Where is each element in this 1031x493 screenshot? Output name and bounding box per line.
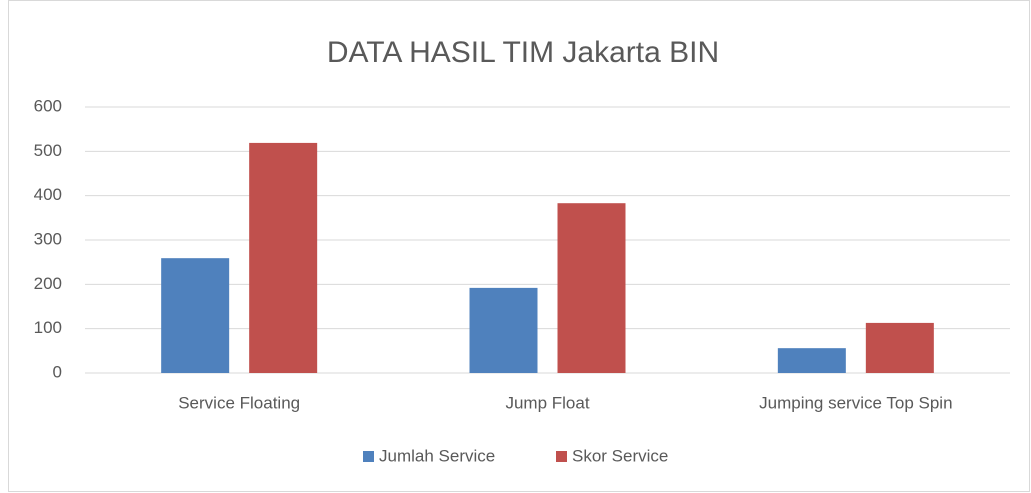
y-tick-label: 0 (53, 362, 62, 381)
y-tick-label: 300 (34, 229, 62, 248)
legend-swatch (363, 451, 374, 462)
bar (249, 142, 318, 373)
y-tick-label: 100 (34, 318, 62, 337)
y-tick-label: 600 (34, 96, 62, 115)
x-tick-label: Jumping service Top Spin (759, 393, 952, 412)
legend-label: Skor Service (572, 446, 668, 465)
bar (777, 348, 846, 373)
chart-title: DATA HASIL TIM Jakarta BIN (327, 36, 719, 69)
legend-swatch (556, 451, 567, 462)
chart-border (8, 0, 1030, 492)
bar (557, 203, 626, 373)
x-tick-label: Service Floating (178, 393, 300, 412)
y-tick-label: 200 (34, 274, 62, 293)
bar (161, 258, 230, 373)
bar (865, 322, 934, 373)
y-tick-label: 500 (34, 141, 62, 160)
x-tick-label: Jump Float (505, 393, 589, 412)
bar (469, 287, 538, 373)
y-tick-label: 400 (34, 185, 62, 204)
legend-label: Jumlah Service (379, 446, 495, 465)
